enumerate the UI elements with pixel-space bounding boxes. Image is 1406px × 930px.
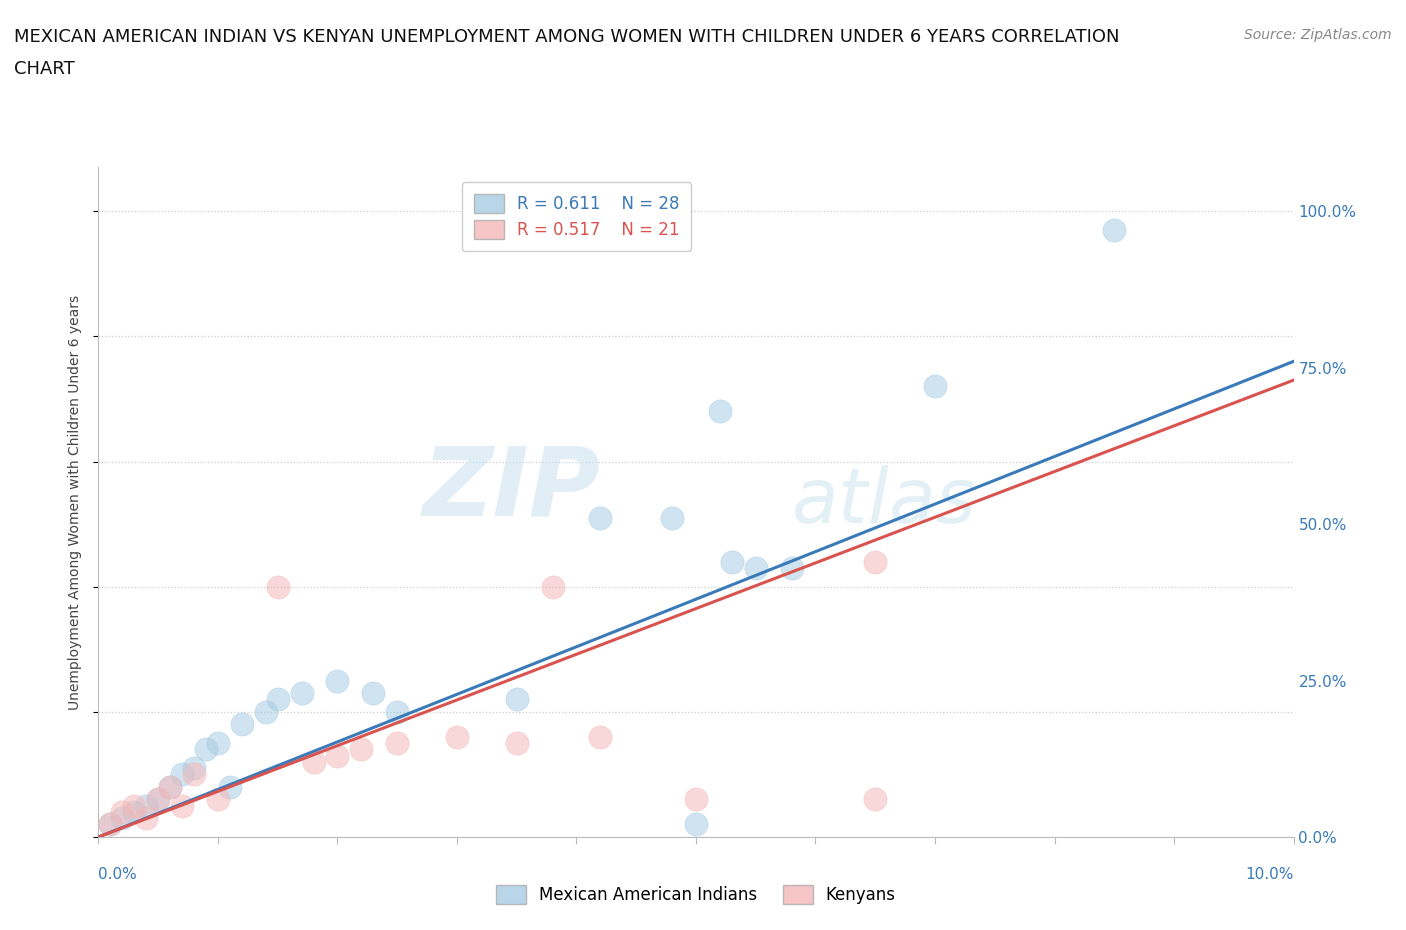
Point [446, 729, 468, 744]
Point [207, 736, 229, 751]
Point [231, 717, 253, 732]
Point [685, 792, 707, 807]
Point [267, 579, 290, 594]
Point [135, 798, 157, 813]
Text: Source: ZipAtlas.com: Source: ZipAtlas.com [1244, 28, 1392, 42]
Text: MEXICAN AMERICAN INDIAN VS KENYAN UNEMPLOYMENT AMONG WOMEN WITH CHILDREN UNDER 6: MEXICAN AMERICAN INDIAN VS KENYAN UNEMPL… [14, 28, 1119, 46]
Point [745, 561, 768, 576]
Point [541, 579, 564, 594]
Point [100, 817, 122, 832]
Point [172, 798, 194, 813]
Point [506, 692, 529, 707]
Point [385, 736, 409, 751]
Point [720, 554, 742, 569]
Point [111, 811, 134, 826]
Point [254, 704, 277, 719]
Point [159, 779, 181, 794]
Point [219, 779, 242, 794]
Point [135, 811, 157, 826]
Point [709, 404, 731, 418]
Point [302, 754, 325, 769]
Point [148, 792, 170, 807]
Point [267, 692, 290, 707]
Point [111, 804, 134, 819]
Point [148, 792, 170, 807]
Point [172, 767, 194, 782]
Text: 10.0%: 10.0% [1246, 867, 1294, 882]
Point [506, 736, 529, 751]
Point [183, 761, 205, 776]
Text: 0.0%: 0.0% [98, 867, 138, 882]
Text: atlas: atlas [792, 465, 976, 539]
Point [361, 685, 384, 700]
Point [385, 704, 409, 719]
Point [290, 685, 312, 700]
Point [183, 767, 205, 782]
Y-axis label: Unemployment Among Women with Children Under 6 years: Unemployment Among Women with Children U… [69, 295, 83, 710]
Point [195, 742, 218, 757]
Point [1102, 222, 1125, 237]
Point [124, 798, 146, 813]
Text: ZIP: ZIP [422, 443, 600, 536]
Point [780, 561, 803, 576]
Point [326, 749, 349, 764]
Text: CHART: CHART [14, 60, 75, 78]
Point [589, 729, 612, 744]
Point [124, 804, 146, 819]
Point [685, 817, 707, 832]
Point [924, 379, 946, 394]
Point [207, 792, 229, 807]
Point [661, 511, 683, 525]
Point [863, 792, 887, 807]
Point [350, 742, 373, 757]
Legend: Mexican American Indians, Kenyans: Mexican American Indians, Kenyans [485, 873, 907, 916]
Point [159, 779, 181, 794]
Point [863, 554, 887, 569]
Point [589, 511, 612, 525]
Point [326, 673, 349, 688]
Point [100, 817, 122, 832]
